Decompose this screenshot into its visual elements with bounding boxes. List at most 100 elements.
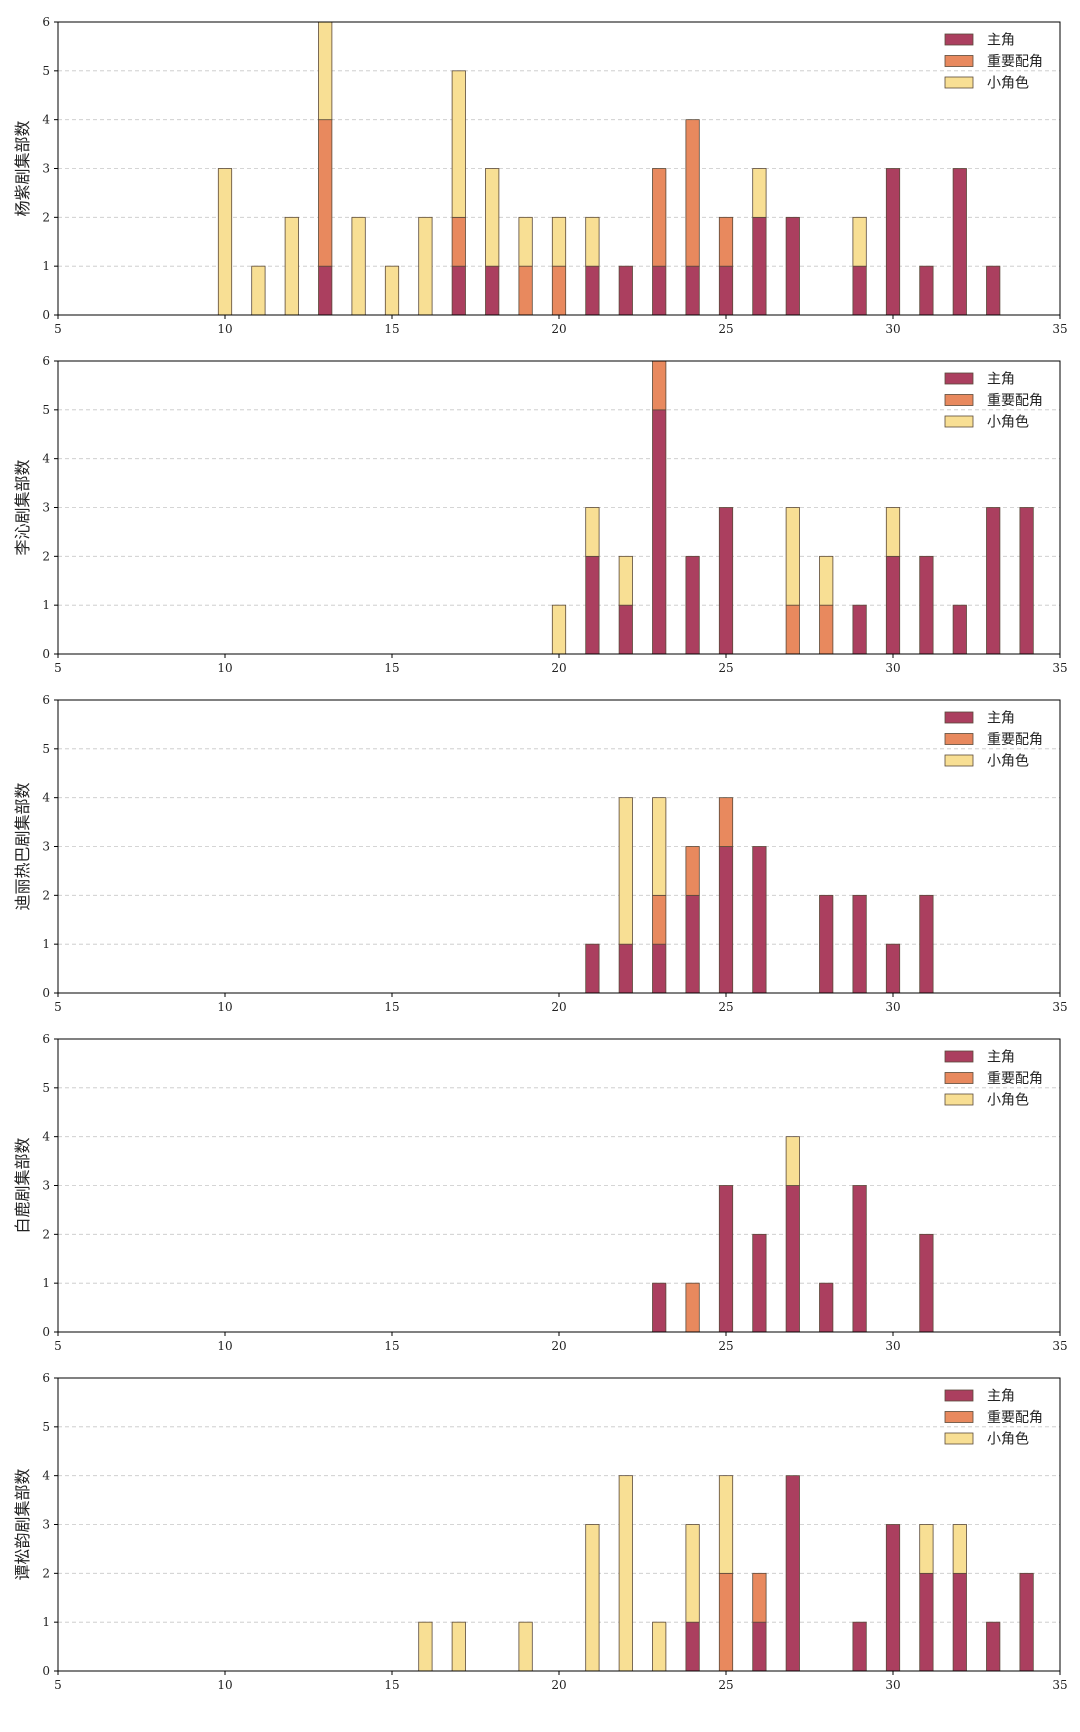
bar-segment	[752, 216, 767, 316]
y-tick-label: 1	[42, 1615, 50, 1629]
y-tick-label: 2	[42, 549, 50, 563]
bar-segment	[685, 846, 700, 896]
x-tick-label: 5	[54, 661, 62, 675]
x-tick-label: 20	[551, 322, 566, 336]
bar-segment	[752, 846, 767, 994]
bar-segment	[451, 70, 466, 218]
y-tick-label: 5	[42, 742, 50, 756]
legend-label: 重要配角	[987, 54, 1043, 70]
legend-label: 主角	[987, 372, 1015, 388]
bar-segment	[451, 265, 466, 316]
bar-segment	[919, 1233, 934, 1333]
y-tick-label: 5	[42, 403, 50, 417]
bar-segment	[819, 894, 834, 994]
bar-segment	[618, 555, 633, 606]
y-tick-label: 4	[42, 1130, 50, 1144]
bar-segment	[785, 216, 800, 316]
y-tick-label: 6	[42, 354, 50, 368]
y-tick-label: 3	[42, 1179, 50, 1193]
bar-segment	[752, 1621, 767, 1672]
bar-segment	[885, 555, 901, 655]
bar-segment	[952, 604, 967, 655]
x-tick-label: 30	[885, 1678, 900, 1692]
y-tick-label: 3	[42, 501, 50, 515]
y-tick-label: 3	[42, 840, 50, 854]
y-tick-label: 0	[42, 1664, 50, 1678]
y-tick-label: 6	[42, 15, 50, 29]
bar-segment	[518, 265, 533, 316]
legend-label: 重要配角	[987, 1071, 1043, 1087]
y-tick-label: 5	[42, 64, 50, 78]
bar-segment	[652, 943, 667, 994]
bar-segment	[785, 1475, 800, 1672]
bar-segment	[618, 943, 633, 994]
legend-swatch	[944, 76, 974, 89]
bar-segment	[919, 555, 934, 655]
bar-segment	[485, 265, 500, 316]
y-tick-label: 0	[42, 1325, 50, 1339]
x-tick-label: 35	[1052, 322, 1067, 336]
legend-label: 小角色	[987, 1092, 1029, 1109]
bar-segment	[618, 604, 633, 655]
x-tick-label: 25	[718, 1339, 733, 1353]
y-tick-label: 3	[42, 1518, 50, 1532]
legend-swatch	[944, 1411, 974, 1423]
x-tick-label: 5	[54, 1000, 62, 1014]
y-axis-label: 白鹿剧集部数	[13, 1137, 32, 1233]
legend-label: 主角	[987, 1389, 1015, 1405]
x-tick-label: 25	[718, 661, 733, 675]
x-tick-label: 30	[885, 661, 900, 675]
y-tick-label: 1	[42, 259, 50, 273]
y-tick-label: 0	[42, 647, 50, 661]
bar-segment	[986, 1621, 1001, 1672]
bar-segment	[551, 265, 567, 316]
bar-segment	[585, 265, 600, 316]
bar-segment	[652, 797, 667, 896]
bar-segment	[785, 1185, 800, 1333]
y-tick-label: 1	[42, 598, 50, 612]
bar-segment	[785, 604, 800, 655]
bar-segment	[685, 265, 700, 316]
x-tick-label: 20	[551, 1678, 566, 1692]
x-tick-label: 10	[217, 661, 232, 675]
x-tick-label: 5	[54, 1678, 62, 1692]
y-tick-label: 2	[42, 1566, 50, 1580]
legend-swatch	[944, 1050, 974, 1063]
bar-segment	[685, 1524, 700, 1623]
x-tick-label: 35	[1052, 1678, 1067, 1692]
bar-segment	[585, 507, 600, 557]
bar-segment	[585, 555, 600, 655]
bar-segment	[284, 216, 299, 316]
bar-segment	[585, 216, 600, 267]
bar-segment	[318, 21, 333, 121]
bar-segment	[852, 894, 867, 994]
bar-segment	[885, 507, 901, 557]
bar-segment	[752, 1233, 767, 1333]
x-tick-label: 10	[217, 1678, 232, 1692]
bar-segment	[1019, 507, 1034, 655]
y-tick-label: 6	[42, 693, 50, 707]
x-tick-label: 30	[885, 1339, 900, 1353]
bar-segment	[485, 168, 500, 267]
y-tick-label: 5	[42, 1420, 50, 1434]
bar-segment	[652, 1621, 667, 1672]
bar-segment	[551, 216, 567, 267]
x-tick-label: 35	[1052, 1000, 1067, 1014]
bar-segment	[819, 1282, 834, 1333]
bar-segment	[518, 1621, 533, 1672]
y-tick-label: 2	[42, 888, 50, 902]
bar-segment	[852, 265, 867, 316]
bar-segment	[919, 1572, 934, 1672]
legend-swatch	[944, 55, 974, 67]
legend-swatch	[944, 733, 974, 745]
x-tick-label: 30	[885, 322, 900, 336]
y-tick-label: 1	[42, 1276, 50, 1290]
bar-segment	[718, 1475, 734, 1574]
legend-label: 主角	[987, 711, 1015, 727]
bar-segment	[351, 216, 366, 316]
y-tick-label: 5	[42, 1081, 50, 1095]
bar-segment	[451, 216, 466, 267]
y-tick-label: 4	[42, 452, 50, 466]
